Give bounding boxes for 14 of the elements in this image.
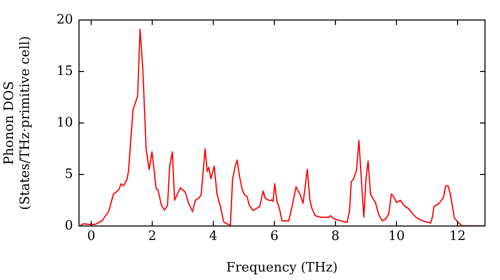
y-tick-label: 0 (64, 218, 73, 234)
x-tick-label: 12 (449, 229, 466, 244)
y-tick-label: 5 (64, 166, 73, 182)
x-tick-label: 0 (87, 229, 96, 244)
y-tick-label: 10 (56, 115, 73, 130)
x-axis-title: Frequency (THz) (226, 260, 338, 276)
x-tick-label: 2 (148, 229, 156, 244)
x-tick-label: 10 (388, 229, 405, 244)
x-tick-label: 4 (209, 229, 218, 244)
x-tick-label: 8 (331, 229, 340, 244)
y-axis-title: Phonon DOS (States/THz·primitive cell) (2, 36, 33, 210)
y-tick-label: 15 (56, 64, 73, 79)
y-tick-label: 20 (56, 12, 73, 28)
x-tick-label: 6 (270, 229, 279, 244)
